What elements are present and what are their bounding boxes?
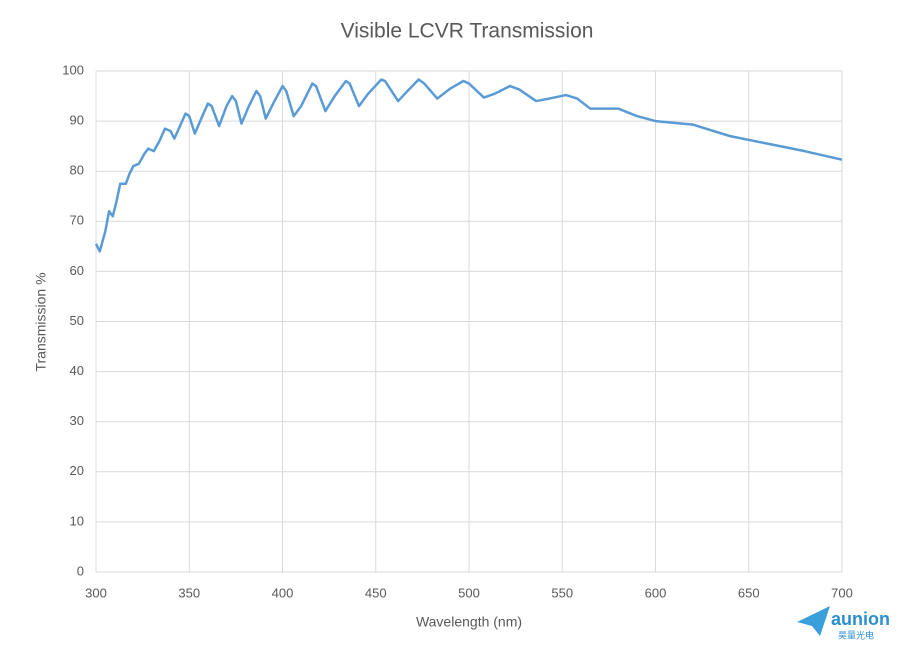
y-tick-label: 20 [70,463,84,478]
y-tick-label: 100 [62,62,84,77]
y-tick-label: 90 [70,113,84,128]
x-tick-label: 300 [85,585,107,600]
y-tick-label: 10 [70,513,84,528]
x-tick-label: 700 [831,585,853,600]
y-tick-label: 50 [70,313,84,328]
y-tick-label: 40 [70,363,84,378]
logo-name: aunion [831,609,890,629]
y-tick-label: 60 [70,263,84,278]
y-tick-label: 80 [70,163,84,178]
y-tick-label: 0 [77,563,84,578]
x-tick-label: 400 [272,585,294,600]
chart-title: Visible LCVR Transmission [341,20,594,43]
data-line [94,78,843,253]
x-tick-label: 550 [551,585,573,600]
y-axis-label: Transmission % [33,272,49,371]
y-tick-label: 30 [70,413,84,428]
x-tick-label: 450 [365,585,387,600]
y-tick-label: 70 [70,213,84,228]
logo-icon [797,606,830,636]
x-tick-label: 500 [458,585,480,600]
x-axis-label: Wavelength (nm) [416,614,522,630]
logo: aunion 昊量光电 [797,606,890,640]
x-tick-label: 600 [645,585,667,600]
logo-subtitle: 昊量光电 [838,629,874,640]
x-tick-label: 650 [738,585,760,600]
x-tick-label: 350 [178,585,200,600]
